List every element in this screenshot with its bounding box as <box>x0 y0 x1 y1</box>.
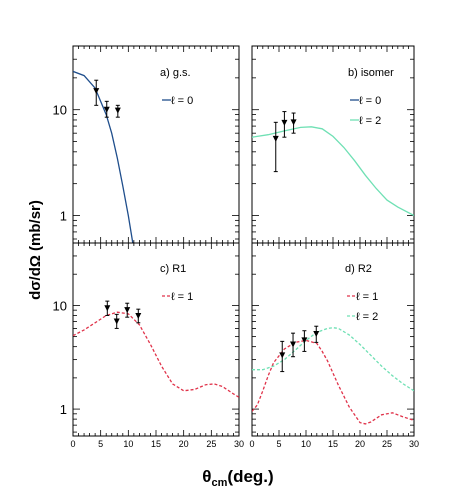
x-tick-label: 30 <box>409 439 419 449</box>
point-marker <box>301 337 308 344</box>
data-point <box>313 325 320 343</box>
point-marker <box>313 330 320 337</box>
data-point <box>281 111 288 138</box>
y-axis-label: dσ/dΩ (mb/sr) <box>27 200 44 300</box>
x-axis-label-main: θ <box>202 467 211 486</box>
point-marker <box>93 88 100 95</box>
data-point <box>113 313 120 329</box>
point-marker <box>290 119 297 126</box>
x-tick-label: 15 <box>328 439 338 449</box>
series-line <box>73 311 239 398</box>
panel-label: b) isomer <box>348 67 394 79</box>
data-point <box>124 302 131 318</box>
data-point <box>114 104 121 118</box>
point-marker <box>113 318 120 325</box>
series-line <box>252 327 414 392</box>
point-marker <box>272 135 279 142</box>
x-tick-label: 30 <box>234 439 244 449</box>
panel-label: a) g.s. <box>160 67 191 79</box>
data-point <box>272 121 279 173</box>
y-tick-label: 10 <box>53 103 67 118</box>
legend-label: ℓ = 0 <box>171 95 193 107</box>
panel-frame <box>251 242 415 437</box>
x-tick-label: 20 <box>179 439 189 449</box>
x-tick-label: 15 <box>151 439 161 449</box>
series-line <box>73 70 134 243</box>
data-point <box>290 112 297 134</box>
point-marker <box>290 341 297 348</box>
x-axis-label-tail: (deg.) <box>227 467 273 486</box>
data-point <box>279 340 286 373</box>
y-tick-label: 10 <box>53 298 67 313</box>
panel-1: 1 10 a) g.s. ℓ = 0 <box>53 45 240 244</box>
data-point <box>93 79 100 106</box>
point-marker <box>135 313 142 320</box>
x-axis-label: θcm(deg.) <box>202 467 273 489</box>
legend-label: ℓ = 1 <box>356 291 378 303</box>
point-marker <box>104 305 111 312</box>
point-marker <box>103 106 110 113</box>
y-tick-label: 1 <box>60 402 67 417</box>
panel-3: 1 10 0 5 10 15 20 25 30 c) R1 ℓ = 1 <box>53 242 244 449</box>
data-point <box>104 300 111 316</box>
panel-4: 0 5 10 15 20 25 30 d) R2 ℓ = 1 ℓ = 2 <box>249 242 419 449</box>
x-tick-label: 25 <box>206 439 216 449</box>
x-tick-label: 0 <box>249 439 254 449</box>
legend-label: ℓ = 2 <box>356 311 378 323</box>
series-line <box>252 126 414 217</box>
point-marker <box>114 107 121 114</box>
x-tick-label: 20 <box>355 439 365 449</box>
data-point <box>301 330 308 352</box>
series-line <box>252 339 414 425</box>
point-marker <box>279 352 286 359</box>
point-marker <box>281 119 288 126</box>
x-tick-label: 5 <box>98 439 103 449</box>
panel-2: b) isomer ℓ = 0 ℓ = 2 <box>251 45 415 244</box>
data-point <box>290 332 297 358</box>
data-point <box>103 100 110 118</box>
x-tick-label: 0 <box>70 439 75 449</box>
point-marker <box>124 307 131 314</box>
data-point <box>135 308 142 324</box>
panel-label: c) R1 <box>160 263 186 275</box>
x-tick-label: 5 <box>276 439 281 449</box>
legend-label: ℓ = 2 <box>359 115 381 127</box>
legend-label: ℓ = 0 <box>359 95 381 107</box>
x-tick-label: 10 <box>123 439 133 449</box>
x-tick-label: 10 <box>301 439 311 449</box>
legend-label: ℓ = 1 <box>171 291 193 303</box>
panel-frame <box>72 45 240 244</box>
panel-label: d) R2 <box>345 263 372 275</box>
x-axis-label-sub: cm <box>212 477 228 489</box>
panel-frame <box>72 242 240 437</box>
y-tick-label: 1 <box>60 209 67 224</box>
x-tick-label: 25 <box>382 439 392 449</box>
